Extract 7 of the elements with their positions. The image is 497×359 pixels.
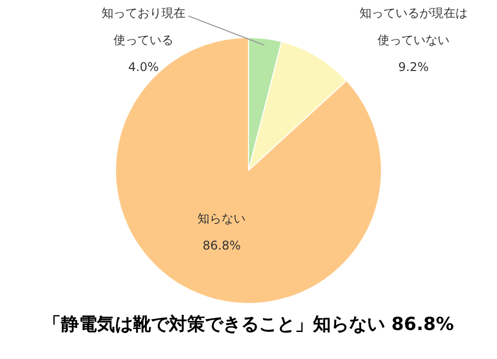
text: 「静電気は靴で対策できること」知らない 86.8% [42, 313, 455, 336]
slice-label: 知らない [198, 211, 246, 226]
data-label: 9.2% [398, 60, 429, 74]
slice-label: 知っているが現在は使っていない [360, 6, 468, 48]
slice-label: 知っており現在使っている [102, 6, 186, 48]
data-label: 4.0% [128, 60, 159, 74]
data-label: 86.8% [202, 238, 241, 252]
